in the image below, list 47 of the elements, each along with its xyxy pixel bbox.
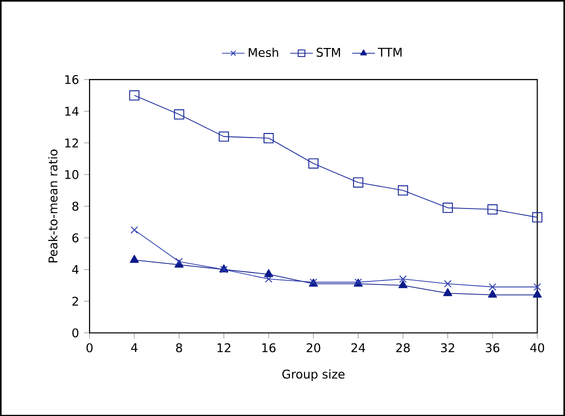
x-tick-label: 28 [396, 343, 410, 352]
point [532, 290, 542, 298]
point [264, 275, 272, 283]
y-tick-label: 2 [72, 296, 78, 306]
point [129, 90, 140, 100]
y-tick-label: 0 [72, 328, 78, 338]
point [488, 282, 496, 290]
legend-label: STM [316, 48, 340, 57]
y-tick-label: 12 [65, 138, 78, 148]
point [532, 212, 542, 222]
x-tick-label: 12 [218, 343, 230, 352]
point [443, 288, 452, 296]
x-axis-title: Group size [282, 369, 345, 381]
point [130, 254, 139, 263]
point [444, 280, 452, 288]
y-tick-label: 10 [65, 170, 78, 179]
x-tick-label: 0 [86, 343, 93, 352]
point [442, 202, 453, 213]
y-tick-label: 14 [65, 106, 79, 116]
point [534, 282, 542, 290]
x-tick-label: 20 [306, 343, 320, 352]
x-tick-label: 36 [486, 343, 500, 352]
point [264, 132, 274, 144]
y-tick-label: 8 [72, 201, 78, 211]
x-tick-label: 8 [176, 343, 182, 352]
x-tick-label: 24 [351, 343, 366, 352]
y-tick-label: 16 [65, 74, 78, 84]
point [264, 268, 274, 277]
x-tick-label: 4 [131, 343, 138, 352]
point [130, 226, 138, 234]
point [398, 185, 408, 196]
point [308, 158, 319, 168]
point [399, 275, 407, 283]
point [398, 280, 408, 288]
x-tick-label: 16 [262, 343, 276, 352]
y-tick-label: 4 [72, 264, 79, 274]
point [353, 177, 364, 188]
legend-label: TTM [378, 48, 402, 56]
y-axis-title: Peak-to-mean ratio [48, 149, 58, 262]
point [487, 204, 498, 214]
point [218, 131, 229, 142]
y-tick-label: 6 [72, 233, 78, 242]
x-tick-label: 32 [441, 343, 454, 352]
x-tick-label: 40 [530, 343, 544, 352]
legend-label: Mesh [248, 48, 278, 57]
point [174, 109, 184, 120]
point [488, 290, 498, 298]
